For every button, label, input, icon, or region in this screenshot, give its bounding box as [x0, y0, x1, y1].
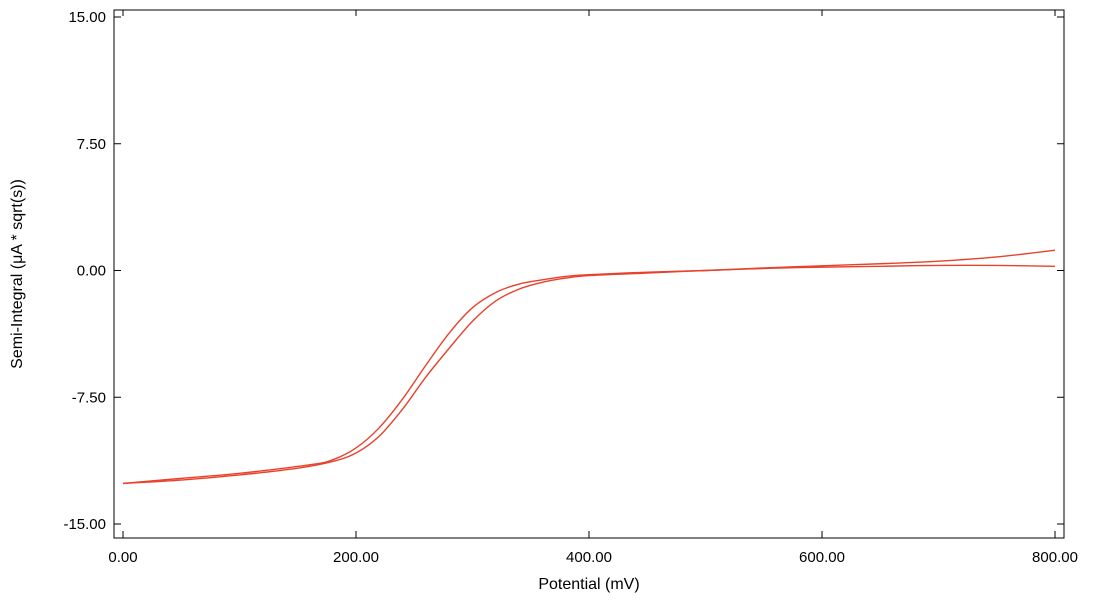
series-line-1 — [122, 264, 1056, 485]
plot-frame — [113, 9, 1065, 539]
axis-ticks: 0.00 200.00 400.00 600.00 800.00 15.00 7.50 0.0… — [63, 9, 1077, 566]
y-tick-label: 15.00 — [68, 9, 106, 26]
x-tick-label: 600.00 — [799, 549, 845, 566]
y-tick-label: -7.50 — [72, 389, 106, 406]
y-tick-label: 0.00 — [77, 263, 106, 280]
series-line-2 — [122, 249, 1056, 485]
y-tick-label: 7.50 — [77, 136, 106, 153]
x-tick-label: 800.00 — [1032, 549, 1078, 566]
x-tick-label: 0.00 — [108, 549, 137, 566]
x-tick-label: 200.00 — [333, 549, 379, 566]
y-axis-title: Semi-Integral (μA * sqrt(s)) — [9, 179, 26, 369]
x-axis-title: Potential (mV) — [538, 576, 639, 593]
chart-series — [122, 249, 1056, 485]
x-tick-label: 400.00 — [566, 549, 612, 566]
y-tick-label: -15.00 — [63, 516, 106, 533]
